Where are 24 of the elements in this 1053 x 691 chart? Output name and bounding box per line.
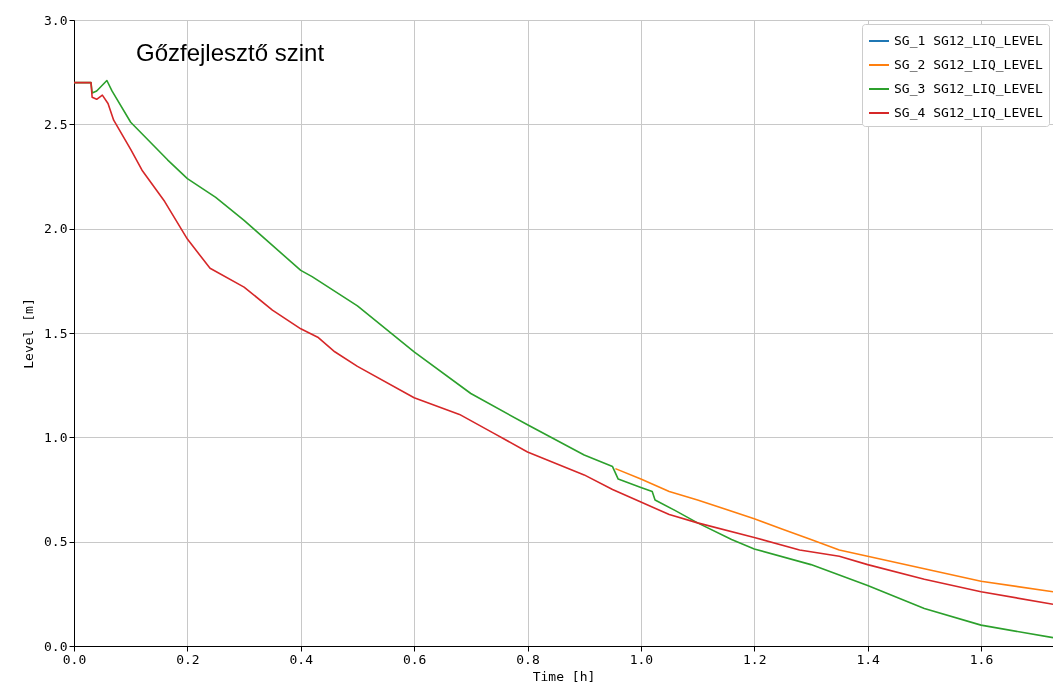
legend-label: SG_4 SG12_LIQ_LEVEL bbox=[894, 105, 1043, 120]
x-tick-label: 1.6 bbox=[969, 651, 994, 667]
y-tick-label: 0.5 bbox=[44, 534, 68, 550]
y-tick-label: 1.0 bbox=[44, 429, 68, 445]
y-tick-label: 2.5 bbox=[44, 116, 68, 132]
legend-label: SG_2 SG12_LIQ_LEVEL bbox=[894, 57, 1043, 72]
text: Gőzfejlesztő szint bbox=[136, 39, 325, 66]
y-tick-label: 2.0 bbox=[44, 221, 68, 237]
x-tick-label: 0.8 bbox=[516, 651, 540, 667]
y-tick-label: 3.0 bbox=[44, 12, 68, 28]
legend-label: SG_3 SG12_LIQ_LEVEL bbox=[894, 81, 1043, 96]
x-tick-label: 1.2 bbox=[743, 651, 767, 667]
y-tick-label: 1.5 bbox=[44, 325, 68, 341]
x-tick-label: 1.4 bbox=[856, 651, 881, 667]
legend-label: SG_1 SG12_LIQ_LEVEL bbox=[894, 33, 1043, 48]
y-tick-label: 0.0 bbox=[44, 638, 68, 654]
x-tick-label: 0.2 bbox=[176, 651, 200, 667]
x-tick-label: 0.4 bbox=[289, 651, 314, 667]
line-series bbox=[614, 467, 1053, 593]
x-tick-label: 1.0 bbox=[629, 651, 654, 667]
x-axis-title: Time [h] bbox=[532, 668, 596, 684]
y-axis-title: Level [m] bbox=[21, 298, 37, 369]
x-tick-label: 0.6 bbox=[402, 651, 427, 667]
x-tick-label: 0.0 bbox=[62, 651, 87, 667]
